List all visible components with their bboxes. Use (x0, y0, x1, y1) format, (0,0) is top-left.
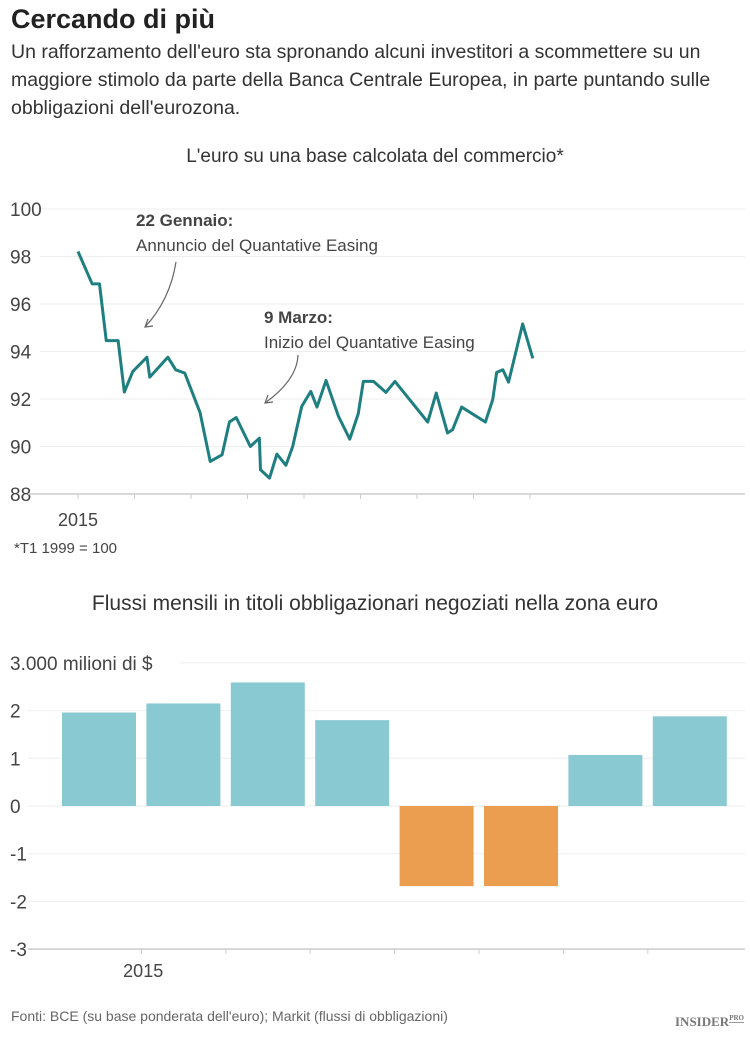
y-tick-label: 94 (10, 343, 32, 364)
annotation-arrow (144, 261, 177, 328)
annotation-title: 9 Marzo: (264, 308, 333, 327)
bar (484, 806, 558, 887)
y-tick-label: -2 (10, 892, 27, 913)
bar (315, 720, 390, 806)
annotation-text: Inizio del Quantative Easing (264, 333, 475, 352)
y-tick-label: 96 (10, 295, 31, 316)
x-tick-label: 2015 (123, 961, 163, 981)
y-tick-label: 88 (10, 485, 31, 506)
y-tick-label: 92 (10, 390, 31, 411)
bar (146, 703, 221, 806)
x-tick-label: 2015 (58, 510, 98, 530)
y-tick-label: 98 (10, 248, 31, 269)
source-note: Fonti: BCE (su base ponderata dell'euro)… (11, 1008, 448, 1024)
page-title: Cercando di più (11, 4, 216, 34)
annotation-arrow (264, 354, 299, 404)
insider-pro-logo: INSIDERPRO (675, 1014, 744, 1029)
bar-chart-title: Flussi mensili in titoli obbligazionari … (91, 592, 659, 615)
y-tick-label: -1 (10, 845, 27, 866)
annotation-title: 22 Gennaio: (136, 211, 233, 230)
y-tick-label: -3 (10, 940, 27, 961)
annotation-text: Annuncio del Quantative Easing (136, 236, 378, 255)
y-tick-label: 0 (10, 797, 21, 818)
bar (568, 754, 643, 806)
arrowhead-icon (264, 394, 274, 404)
bar (652, 716, 727, 806)
page-subtitle: Un rafforzamento dell'euro sta spronando… (11, 41, 711, 119)
arrowhead-icon (144, 318, 154, 328)
bar (62, 712, 136, 806)
y-tick-label: 1 (10, 749, 21, 770)
y-tick-label: 2 (10, 702, 21, 723)
line-chart: 100 98 96 94 92 90 88 2015 22 Gennaio: Annuncio d… (10, 200, 745, 530)
y-tick-label: 100 (10, 200, 42, 221)
bar (230, 682, 305, 806)
y-tick-label: 90 (10, 438, 31, 459)
bar-chart: 3.000 milioni di $ 2 1 0 -1 -2 -3 2015 (10, 654, 745, 981)
bar (399, 806, 474, 887)
line-chart-title: L'euro su una base calcolata del commerc… (186, 146, 564, 167)
footnote: *T1 1999 = 100 (14, 540, 118, 557)
y-tick-label: 3.000 milioni di $ (10, 654, 153, 675)
